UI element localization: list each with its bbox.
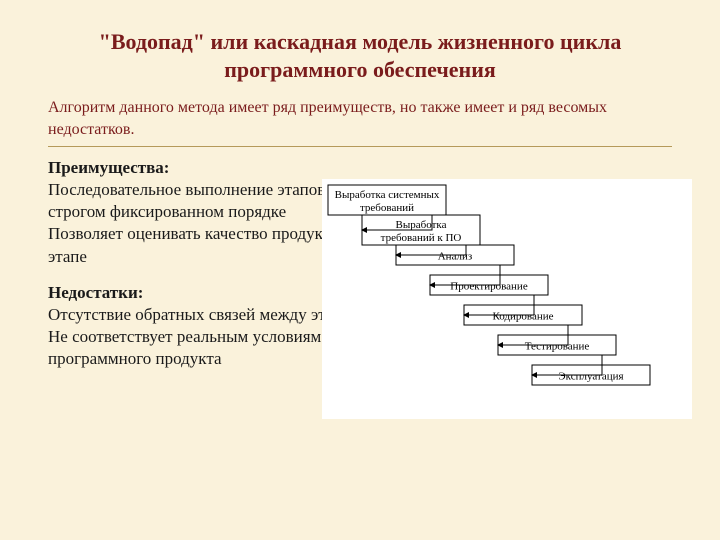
advantages-heading: Преимущества: <box>48 158 169 177</box>
stage-label: Выработка <box>396 219 447 231</box>
intro-text: Алгоритм данного метода имеет ряд преиму… <box>48 97 672 140</box>
stage-label: Тестирование <box>525 341 590 353</box>
disadvantages-heading: Недостатки: <box>48 283 143 302</box>
stage-label: требований <box>360 202 414 214</box>
stage-label: Эксплуатация <box>558 371 623 383</box>
waterfall-diagram: Выработка системныхтребований Выработкатр… <box>322 179 692 419</box>
stage-label: Кодирование <box>492 311 553 323</box>
stage-label: Анализ <box>438 251 473 263</box>
slide: "Водопад" или каскадная модель жизненног… <box>0 0 720 540</box>
stage-label: Проектирование <box>450 281 528 293</box>
slide-title: "Водопад" или каскадная модель жизненног… <box>48 28 672 83</box>
stage-label: требований к ПО <box>381 232 462 244</box>
waterfall-svg: Выработка системныхтребований Выработкатр… <box>322 179 692 419</box>
divider <box>48 146 672 147</box>
stage-label: Выработка системных <box>335 189 440 201</box>
content-area: Преимущества: Последовательное выполнени… <box>48 157 672 384</box>
